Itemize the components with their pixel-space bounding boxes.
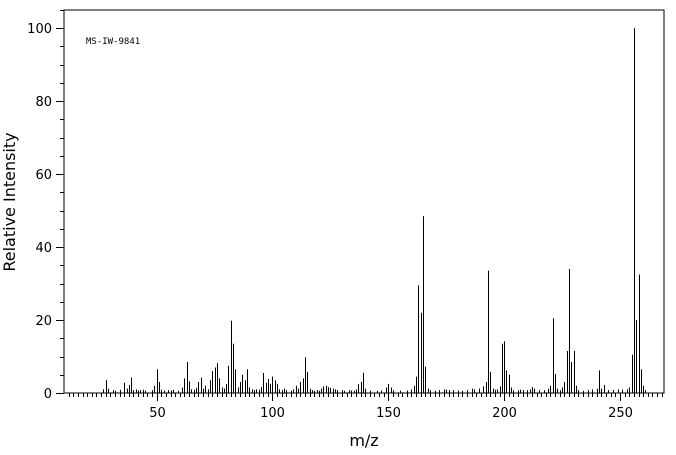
plot-frame — [63, 9, 665, 394]
y-tick-label: 40 — [35, 241, 52, 256]
y-tick-label: 100 — [27, 22, 52, 37]
spectrum-id-label: MS-IW-9841 — [86, 37, 140, 47]
y-tick-label: 0 — [44, 387, 52, 402]
y-tick-label: 80 — [35, 95, 52, 110]
x-tick-label: 200 — [492, 406, 517, 421]
x-tick-label: 250 — [608, 406, 633, 421]
x-axis: 50 100 150 200 250 — [69, 393, 663, 421]
y-tick-label: 60 — [35, 168, 52, 183]
x-tick-label: 100 — [260, 406, 285, 421]
peak-bars — [103, 28, 646, 393]
y-axis: 0 20 40 60 80 100 — [27, 10, 64, 402]
x-tick-label: 50 — [149, 406, 166, 421]
x-axis-title: m/z — [349, 431, 378, 450]
y-axis-title: Relative Intensity — [0, 132, 19, 271]
y-tick-label: 20 — [35, 314, 52, 329]
x-tick-label: 150 — [376, 406, 401, 421]
